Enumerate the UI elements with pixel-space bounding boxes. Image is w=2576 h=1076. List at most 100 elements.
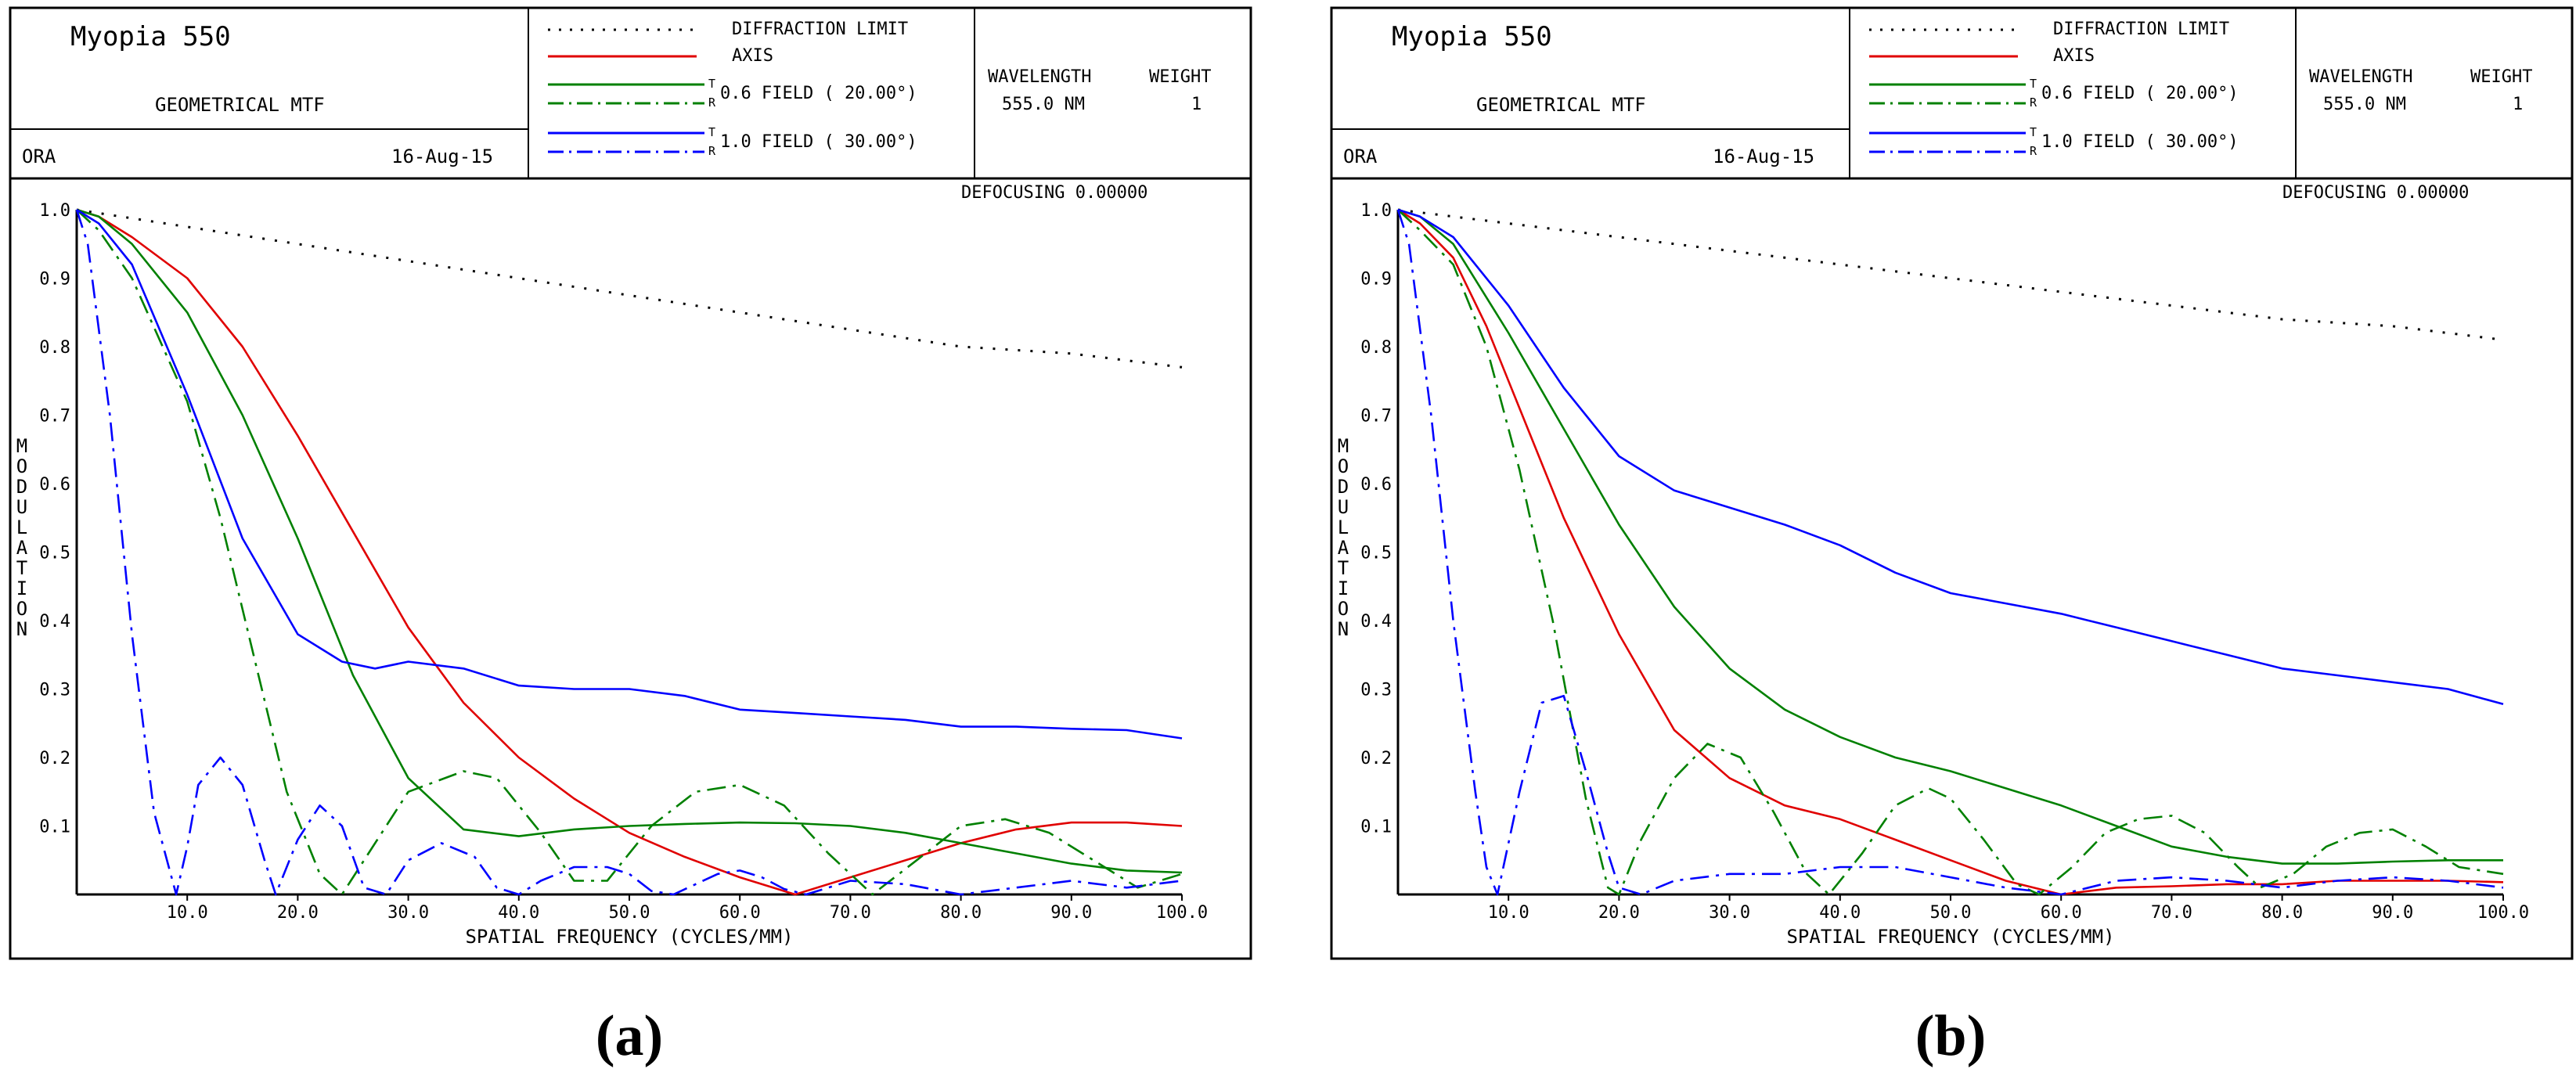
series-line-0-6-field-r <box>1397 209 2504 896</box>
date-label: 16-Aug-15 <box>391 146 493 167</box>
y-axis-label-letter: A <box>1338 537 1349 559</box>
date-label: 16-Aug-15 <box>1713 146 1814 167</box>
y-axis-label-letter: O <box>1338 455 1349 477</box>
x-tick-label: 50.0 <box>609 903 650 923</box>
legend-field1-r-mark: R <box>708 95 716 110</box>
y-axis-label-letter: L <box>16 516 27 538</box>
legend-field1-label: 0.6 FIELD ( 20.00°) <box>2041 84 2239 103</box>
wavelength-value: 555.0 NM <box>2323 95 2406 114</box>
outer-frame <box>1330 6 2574 960</box>
y-axis-label-letter: T <box>1338 557 1349 579</box>
series-line-diffraction-limit <box>76 208 1183 369</box>
legend-field1-r-mark: R <box>2030 95 2037 110</box>
y-tick-label: 0.8 <box>1360 338 1392 358</box>
y-tick-label: 0.8 <box>39 338 70 358</box>
y-tick-label: 0.3 <box>39 681 70 700</box>
x-axis-label: SPATIAL FREQUENCY (CYCLES/MM) <box>1786 926 2114 948</box>
mtf-panel-a: Myopia 550 GEOMETRICAL MTF ORA 16-Aug-15… <box>8 0 1260 1076</box>
x-tick-label: 10.0 <box>167 903 208 923</box>
mtf-subtitle: GEOMETRICAL MTF <box>1476 94 1646 116</box>
y-axis-label-letter: O <box>16 598 27 620</box>
series-line-1-0-field-t <box>1397 208 2504 706</box>
y-axis-label-letter: I <box>16 578 27 599</box>
legend-diffraction-label: DIFFRACTION LIMIT <box>2053 20 2229 39</box>
y-axis-label-letter: O <box>16 455 27 477</box>
y-axis-label-letter: N <box>1338 618 1349 640</box>
x-tick-label: 10.0 <box>1488 903 1529 923</box>
y-axis-label-letter: D <box>1338 476 1349 498</box>
legend-field2-r-mark: R <box>708 144 716 158</box>
x-tick-label: 60.0 <box>719 903 761 923</box>
y-tick-label: 0.2 <box>39 749 70 768</box>
y-axis-label-letter: L <box>1338 516 1349 538</box>
org-label: ORA <box>22 146 56 167</box>
x-axis-label: SPATIAL FREQUENCY (CYCLES/MM) <box>465 926 793 948</box>
legend-field1-t-mark: T <box>2030 77 2037 91</box>
weight-value: 1 <box>2513 95 2523 114</box>
weight-label: WEIGHT <box>2470 67 2532 87</box>
y-axis-label-letter: U <box>1338 496 1349 518</box>
x-tick-label: 90.0 <box>2372 903 2413 923</box>
y-axis-label-letter: T <box>16 557 27 579</box>
series-line-1-0-field-t <box>76 208 1183 740</box>
x-tick-label: 40.0 <box>498 903 539 923</box>
x-tick-label: 70.0 <box>830 903 871 923</box>
series-line-0-6-field-r <box>76 209 1183 896</box>
x-tick-label: 60.0 <box>2041 903 2082 923</box>
y-tick-label: 0.1 <box>39 818 70 837</box>
mtf-figure-a: Myopia 550 GEOMETRICAL MTF ORA 16-Aug-15… <box>9 6 1252 1068</box>
y-tick-label: 0.2 <box>1360 749 1392 768</box>
y-tick-label: 0.1 <box>1360 818 1392 837</box>
x-tick-label: 80.0 <box>940 903 982 923</box>
series-line-1-0-field-r <box>1396 209 2504 896</box>
x-tick-label: 50.0 <box>1930 903 1972 923</box>
y-tick-label: 0.4 <box>1360 612 1392 632</box>
y-tick-label: 0.7 <box>1360 407 1392 426</box>
y-tick-label: 1.0 <box>39 201 70 221</box>
defocusing-label: DEFOCUSING 0.00000 <box>961 183 1147 203</box>
x-tick-label: 100.0 <box>2477 903 2529 923</box>
y-tick-label: 0.5 <box>1360 544 1392 563</box>
weight-value: 1 <box>1191 95 1202 114</box>
wavelength-label: WAVELENGTH <box>988 67 1091 87</box>
y-tick-label: 0.9 <box>1360 270 1392 290</box>
wavelength-value: 555.0 NM <box>1002 95 1085 114</box>
weight-label: WEIGHT <box>1149 67 1211 87</box>
x-tick-label: 70.0 <box>2151 903 2192 923</box>
y-tick-label: 0.6 <box>1360 475 1392 495</box>
y-tick-label: 0.7 <box>39 407 70 426</box>
legend-field1-label: 0.6 FIELD ( 20.00°) <box>720 84 917 103</box>
y-tick-label: 0.4 <box>39 612 70 632</box>
x-tick-label: 100.0 <box>1156 903 1208 923</box>
y-tick-label: 1.0 <box>1360 201 1392 221</box>
x-tick-label: 30.0 <box>1709 903 1750 923</box>
series-group <box>1396 208 2504 896</box>
panel-caption: (b) <box>1915 1004 1986 1068</box>
outer-frame <box>9 6 1252 960</box>
chart-title: Myopia 550 <box>70 21 231 52</box>
org-label: ORA <box>1343 146 1378 167</box>
series-line-1-0-field-r <box>75 209 1183 896</box>
chart-title: Myopia 550 <box>1392 21 1552 52</box>
legend-axis-label: AXIS <box>2053 46 2095 66</box>
y-axis-label-letter: I <box>1338 578 1349 599</box>
defocusing-label: DEFOCUSING 0.00000 <box>2282 183 2469 203</box>
wavelength-label: WAVELENGTH <box>2309 67 2412 87</box>
ticks-group: 10.0 20.0 30.0 40.0 50.0 60.0 70.0 80.0 90.0 100.… <box>1360 201 2529 923</box>
ticks-group: 10.0 20.0 30.0 40.0 50.0 60.0 70.0 80.0 90.0 100.… <box>39 201 1208 923</box>
legend-field2-t-mark: T <box>2030 125 2037 139</box>
mtf-panel-b: Myopia 550 GEOMETRICAL MTF ORA 16-Aug-15… <box>1329 0 2576 1076</box>
mtf-subtitle: GEOMETRICAL MTF <box>155 94 325 116</box>
y-axis-label-letter: A <box>16 537 28 559</box>
y-tick-label: 0.9 <box>39 270 70 290</box>
series-line-0-6-field-t <box>1397 208 2503 865</box>
mtf-figure-b: Myopia 550 GEOMETRICAL MTF ORA 16-Aug-15… <box>1330 6 2574 1068</box>
series-line-diffraction-limit <box>1397 208 2504 341</box>
x-tick-label: 40.0 <box>1819 903 1861 923</box>
y-axis-label-letter: D <box>16 476 27 498</box>
legend-field2-r-mark: R <box>2030 144 2037 158</box>
y-tick-label: 0.5 <box>39 544 70 563</box>
series-group <box>75 208 1183 896</box>
legend-diffraction-label: DIFFRACTION LIMIT <box>732 20 908 39</box>
